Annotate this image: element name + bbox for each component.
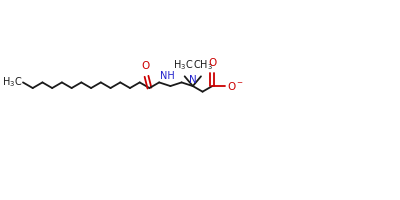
Text: O: O: [208, 58, 216, 68]
Text: CH$_3$: CH$_3$: [193, 59, 213, 72]
Text: O$^-$: O$^-$: [227, 80, 244, 92]
Text: O: O: [142, 61, 150, 71]
Text: NH: NH: [160, 71, 175, 81]
Text: H$_3$C: H$_3$C: [2, 76, 22, 89]
Text: N: N: [189, 75, 197, 85]
Text: H$_3$C: H$_3$C: [172, 59, 193, 72]
